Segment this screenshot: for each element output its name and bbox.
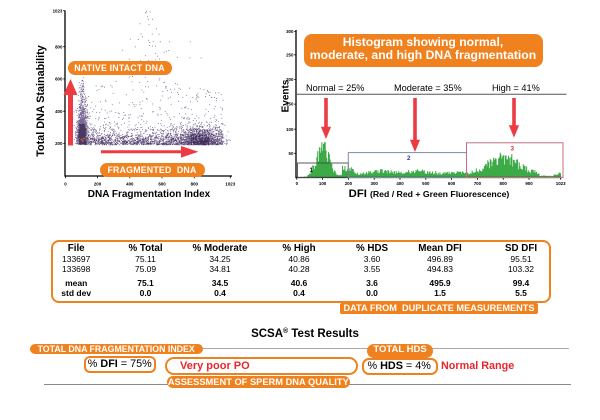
- svg-text:100: 100: [286, 127, 294, 132]
- svg-text:300: 300: [371, 181, 379, 186]
- svg-text:900: 900: [525, 181, 533, 186]
- svg-text:800: 800: [500, 181, 508, 186]
- svg-text:600: 600: [158, 181, 166, 186]
- svg-text:1023: 1023: [225, 181, 235, 186]
- svg-text:3: 3: [511, 145, 515, 152]
- svg-text:400: 400: [126, 181, 134, 186]
- svg-text:500: 500: [422, 181, 430, 186]
- svg-text:600: 600: [55, 77, 63, 82]
- svg-text:800: 800: [55, 44, 63, 49]
- svg-text:400: 400: [396, 181, 404, 186]
- svg-text:250: 250: [286, 52, 294, 57]
- svg-text:150: 150: [286, 102, 294, 107]
- svg-text:200: 200: [286, 77, 294, 82]
- svg-text:200: 200: [94, 181, 102, 186]
- svg-text:600: 600: [448, 181, 456, 186]
- svg-text:0: 0: [64, 181, 67, 186]
- svg-text:2: 2: [407, 155, 411, 162]
- svg-text:300: 300: [286, 29, 294, 34]
- svg-text:50: 50: [289, 151, 294, 156]
- svg-text:700: 700: [474, 181, 482, 186]
- svg-text:400: 400: [55, 109, 63, 114]
- svg-text:1023: 1023: [53, 8, 63, 13]
- svg-text:200: 200: [55, 141, 63, 146]
- svg-text:200: 200: [345, 181, 353, 186]
- svg-text:1023: 1023: [556, 181, 566, 186]
- svg-text:100: 100: [319, 181, 327, 186]
- svg-text:1: 1: [310, 167, 314, 174]
- svg-text:0: 0: [296, 181, 299, 186]
- svg-text:800: 800: [191, 181, 199, 186]
